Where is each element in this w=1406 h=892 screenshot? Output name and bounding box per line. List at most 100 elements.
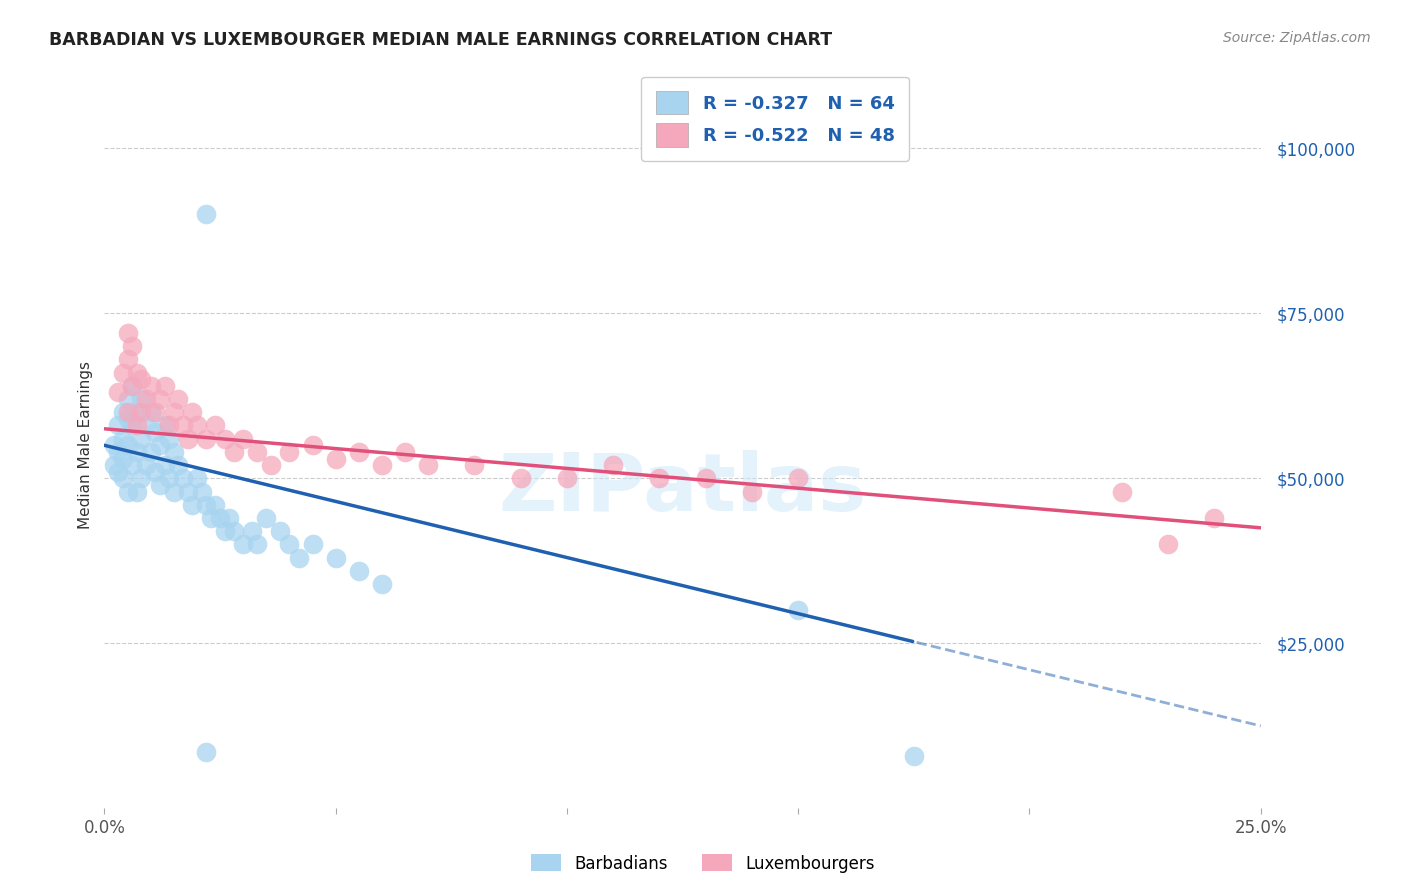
Point <box>117 438 139 452</box>
Point <box>111 366 134 380</box>
Point <box>117 352 139 367</box>
Text: ZIPatlas: ZIPatlas <box>499 450 866 528</box>
Y-axis label: Median Male Earnings: Median Male Earnings <box>79 361 93 529</box>
Point <box>195 432 218 446</box>
Point <box>163 405 186 419</box>
Point <box>787 603 810 617</box>
Point <box>103 438 125 452</box>
Point <box>125 445 148 459</box>
Point <box>125 418 148 433</box>
Point <box>143 425 166 439</box>
Point <box>111 432 134 446</box>
Point <box>103 458 125 472</box>
Point <box>153 379 176 393</box>
Point <box>1157 537 1180 551</box>
Point <box>143 405 166 419</box>
Point <box>139 379 162 393</box>
Point <box>325 451 347 466</box>
Point <box>135 458 157 472</box>
Point <box>214 432 236 446</box>
Point <box>149 392 172 406</box>
Point <box>125 366 148 380</box>
Point <box>117 412 139 426</box>
Point <box>214 524 236 538</box>
Point <box>246 445 269 459</box>
Point <box>107 385 129 400</box>
Point <box>195 207 218 221</box>
Point <box>648 471 671 485</box>
Point <box>232 432 254 446</box>
Point <box>163 445 186 459</box>
Point <box>121 418 143 433</box>
Point <box>117 484 139 499</box>
Point <box>287 550 309 565</box>
Point <box>117 326 139 340</box>
Point <box>278 445 301 459</box>
Point <box>903 748 925 763</box>
Point <box>347 445 370 459</box>
Point <box>163 484 186 499</box>
Point <box>208 511 231 525</box>
Point <box>260 458 283 472</box>
Point <box>149 438 172 452</box>
Point <box>157 418 180 433</box>
Legend: Barbadians, Luxembourgers: Barbadians, Luxembourgers <box>524 847 882 880</box>
Point <box>153 458 176 472</box>
Point <box>741 484 763 499</box>
Point <box>167 458 190 472</box>
Point <box>131 392 153 406</box>
Point <box>246 537 269 551</box>
Point <box>157 432 180 446</box>
Point <box>602 458 624 472</box>
Point <box>190 484 212 499</box>
Text: Source: ZipAtlas.com: Source: ZipAtlas.com <box>1223 31 1371 45</box>
Point <box>149 478 172 492</box>
Point <box>222 524 245 538</box>
Point <box>139 445 162 459</box>
Point <box>111 471 134 485</box>
Point <box>1111 484 1133 499</box>
Point <box>509 471 531 485</box>
Point <box>325 550 347 565</box>
Point <box>125 405 148 419</box>
Point <box>139 405 162 419</box>
Point <box>195 745 218 759</box>
Point <box>181 405 204 419</box>
Point <box>232 537 254 551</box>
Point <box>107 465 129 479</box>
Point <box>117 392 139 406</box>
Point <box>176 432 198 446</box>
Text: BARBADIAN VS LUXEMBOURGER MEDIAN MALE EARNINGS CORRELATION CHART: BARBADIAN VS LUXEMBOURGER MEDIAN MALE EA… <box>49 31 832 49</box>
Point <box>242 524 264 538</box>
Point <box>186 471 208 485</box>
Point <box>121 458 143 472</box>
Point <box>371 458 394 472</box>
Point <box>371 577 394 591</box>
Point <box>107 418 129 433</box>
Point <box>1204 511 1226 525</box>
Point <box>167 392 190 406</box>
Point <box>111 405 134 419</box>
Point <box>181 498 204 512</box>
Point <box>695 471 717 485</box>
Point <box>278 537 301 551</box>
Point <box>125 484 148 499</box>
Point <box>204 498 226 512</box>
Point <box>153 418 176 433</box>
Point <box>301 537 323 551</box>
Point <box>269 524 291 538</box>
Point <box>394 445 416 459</box>
Point <box>176 484 198 499</box>
Point <box>301 438 323 452</box>
Point <box>107 445 129 459</box>
Point <box>121 379 143 393</box>
Point <box>555 471 578 485</box>
Legend: R = -0.327   N = 64, R = -0.522   N = 48: R = -0.327 N = 64, R = -0.522 N = 48 <box>641 77 910 161</box>
Point <box>131 432 153 446</box>
Point <box>418 458 440 472</box>
Point <box>131 372 153 386</box>
Point <box>111 451 134 466</box>
Point <box>135 418 157 433</box>
Point <box>347 564 370 578</box>
Point <box>218 511 240 525</box>
